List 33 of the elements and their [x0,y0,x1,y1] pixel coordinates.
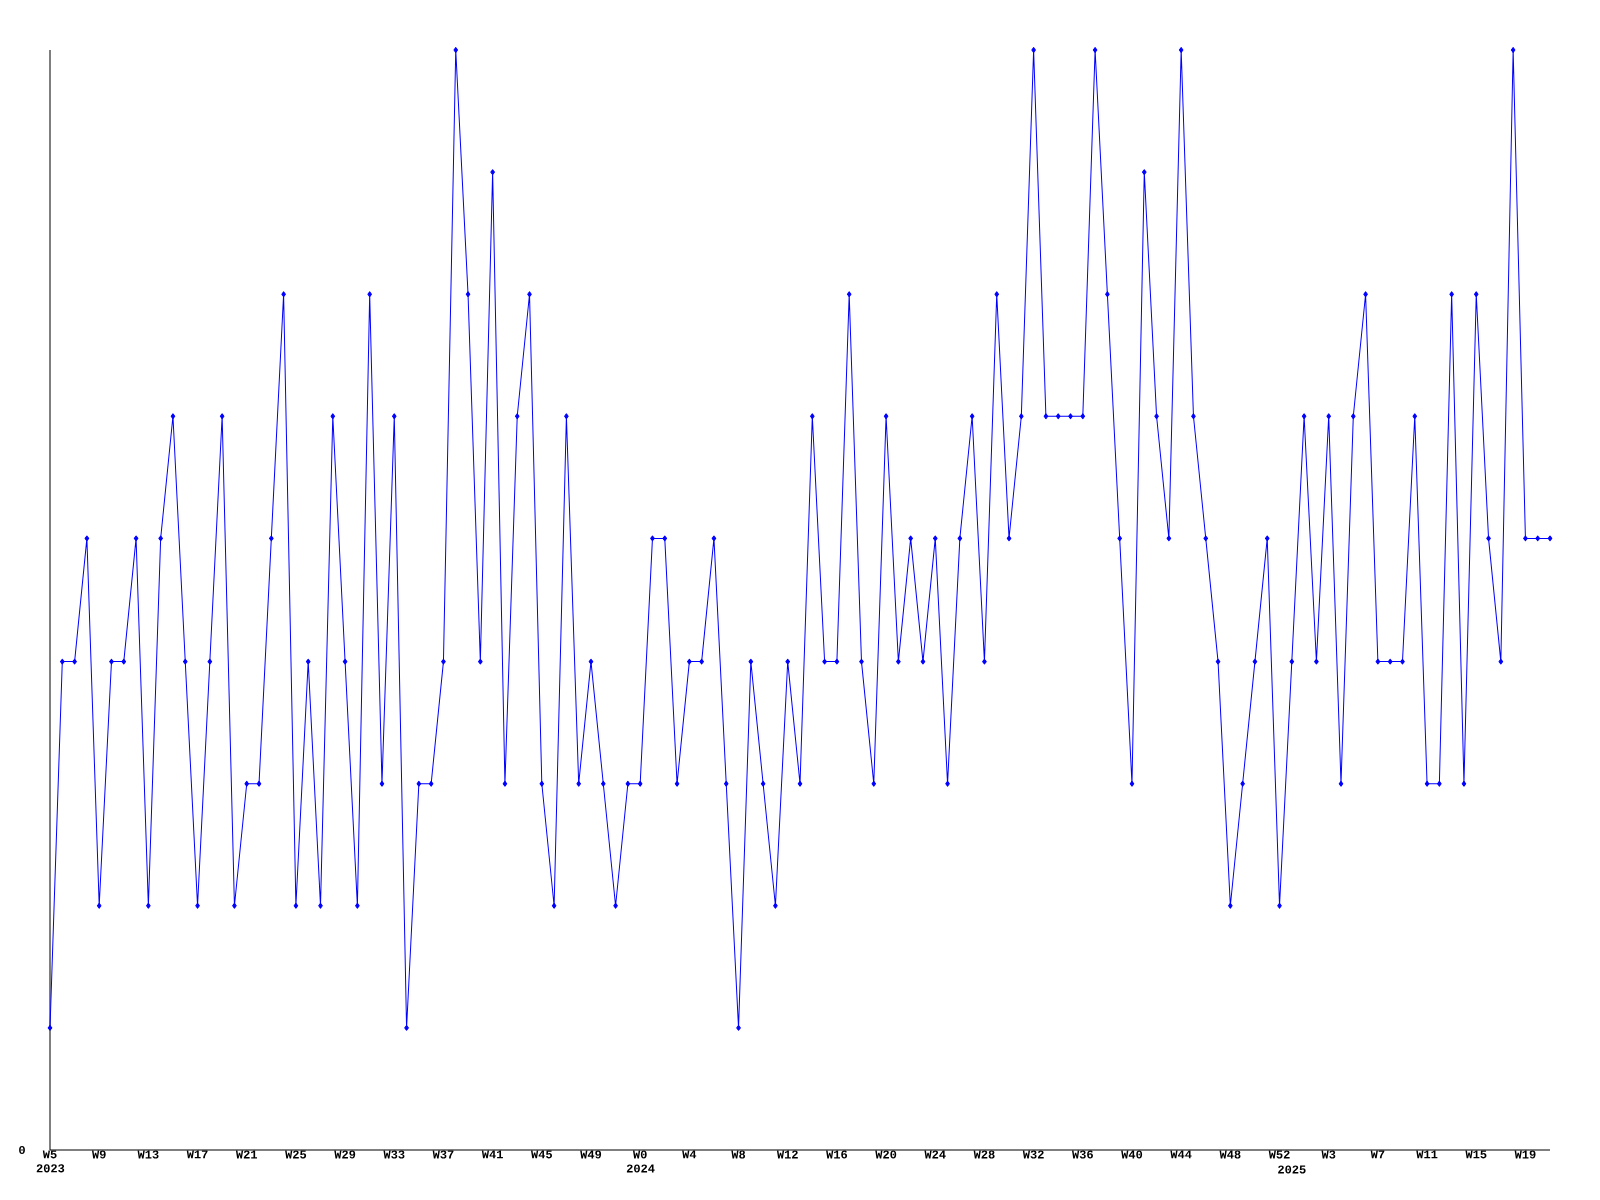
x-tick-label: W29 [334,1150,356,1159]
x-tick-label: W17 [186,1150,208,1159]
x-tick-label: W13 [137,1150,159,1159]
x-tick-label: W15 [1465,1150,1487,1159]
text: 0 [19,1145,25,1155]
x-tick-label: W20 [875,1150,897,1159]
x-tick-label: W44 [1170,1150,1192,1159]
x-tick-label: W7 [1370,1150,1385,1159]
x-tick-label: W52 [1268,1150,1290,1159]
x-tick-label: W37 [432,1150,454,1159]
x-tick-label: W21 [235,1150,258,1159]
x-tick-label: W49 [580,1150,602,1159]
x-tick-label: W33 [383,1150,405,1159]
x-tick-label: W5 2023 [36,1150,65,1173]
x-tick-label: W48 [1219,1150,1241,1159]
x-tick-label: W3 [1321,1150,1336,1159]
x-tick-label: W45 [531,1150,552,1159]
x-tick-label: W25 [285,1150,307,1159]
x-tick-label: W24 [924,1150,946,1159]
x-tick-label: W11 [1416,1150,1438,1159]
x-tick-label: W28 [973,1150,995,1159]
x-tick-label: W0 2024 [626,1150,655,1173]
x-tick-label: W8 [731,1150,746,1159]
x-tick-label: 2025 [1278,1165,1306,1174]
x-tick-label: W40 [1121,1150,1143,1159]
x-tick-label: W41 [481,1150,503,1159]
x-tick-label: W36 [1072,1150,1093,1159]
x-tick-label: W16 [826,1150,848,1159]
x-tick-label: W4 [682,1150,697,1159]
x-tick-label: W12 [776,1150,798,1159]
x-tick-label: W32 [1022,1150,1044,1159]
x-tick-label: W9 [91,1150,106,1159]
x-tick-label: W19 [1514,1150,1536,1159]
